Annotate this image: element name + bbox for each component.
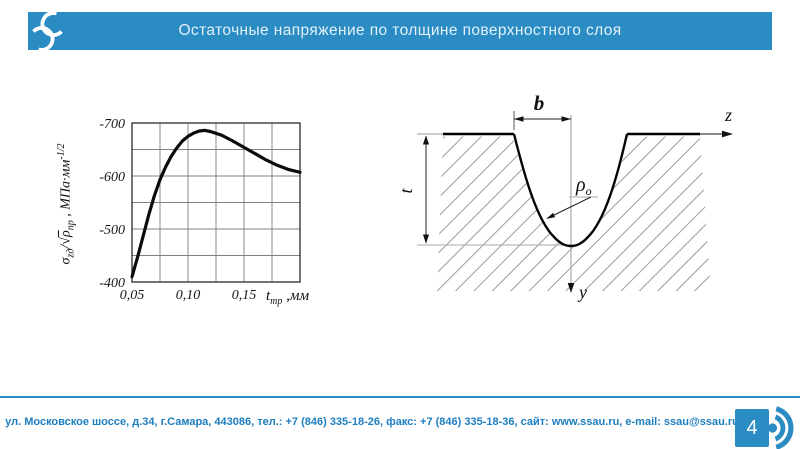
- rho-leader-arrowhead: [546, 212, 556, 219]
- b-arrowhead-left: [514, 116, 524, 122]
- z-axis-arrowhead: [722, 130, 733, 138]
- chart-x-axis-title: tтр ,мм: [266, 288, 310, 307]
- rho-label: ρо: [575, 174, 592, 198]
- y-tick-label: -700: [99, 117, 125, 132]
- header-bar: Остаточные напряжение по толщине поверхн…: [28, 12, 772, 50]
- b-arrowhead-right: [561, 116, 571, 122]
- page-number: 4: [746, 416, 758, 439]
- stress-chart: 0,05 0,10 0,15 -700 -600 -500 -400: [50, 95, 310, 307]
- y-tick-label: -500: [99, 223, 125, 238]
- x-tick-label: 0,10: [176, 288, 201, 303]
- rho-leader-line: [548, 196, 592, 218]
- y-tick-label: -600: [99, 170, 125, 185]
- university-logo-icon: [32, 11, 63, 52]
- footer-address: ул. Московское шоссе, д.34, г.Самара, 44…: [5, 416, 739, 428]
- y-axis-arrowhead: [567, 283, 575, 293]
- page-number-badge: 4: [735, 409, 769, 447]
- t-dimension-label: t: [396, 188, 416, 194]
- groove-diagram-svg: z y b t ρо: [396, 91, 733, 302]
- x-tick-label: 0,05: [120, 288, 145, 303]
- footer-logo-icon: [769, 406, 794, 449]
- page-title: Остаточные напряжение по толщине поверхн…: [178, 22, 622, 39]
- hatched-material-region: [437, 136, 711, 291]
- y-axis-label: y: [577, 282, 587, 302]
- groove-profile-curve: [512, 133, 629, 248]
- b-dimension-label: b: [534, 91, 545, 115]
- x-tick-label: 0,15: [232, 288, 257, 303]
- chart-y-axis-title: σzд/√ρпр , МПа·мм-1/2: [56, 143, 77, 265]
- y-tick-label: -400: [99, 276, 125, 291]
- stress-chart-svg: 0,05 0,10 0,15 -700 -600 -500 -400: [99, 117, 302, 303]
- z-axis-label: z: [724, 105, 732, 125]
- plot-border: [131, 122, 301, 283]
- t-arrowhead-top: [422, 135, 430, 145]
- footer-divider: [0, 396, 800, 398]
- t-arrowhead-bottom: [422, 234, 430, 244]
- stress-curve: [130, 128, 302, 279]
